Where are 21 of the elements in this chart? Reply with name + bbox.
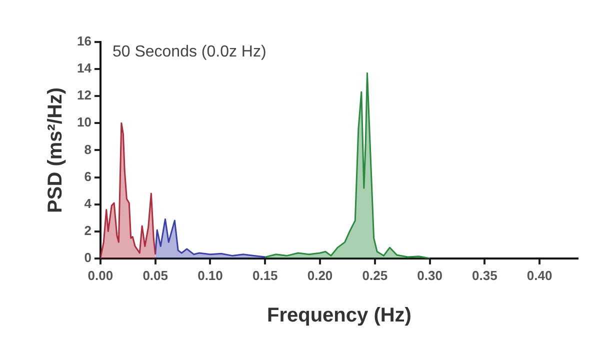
y-tick-label: 6 [84,168,92,184]
y-tick-label: 2 [84,222,92,238]
x-tick-label: 0.05 [142,268,168,283]
y-tick-label: 10 [76,114,92,130]
x-tick-label: 0.15 [252,268,278,283]
x-tick-label: 0.20 [307,268,333,283]
x-tick-label: 0.40 [526,268,552,283]
x-tick-label: 0.25 [362,268,388,283]
y-axis-title: PSD (ms²/Hz) [44,87,67,213]
y-tick-label: 16 [76,34,92,49]
y-tick-label: 8 [84,142,92,157]
x-axis-title: Frequency (Hz) [266,304,412,327]
y-tick-label: 4 [84,196,92,211]
y-tick-label: 14 [76,60,92,76]
y-tick-label: 12 [76,88,92,103]
x-tick-label: 0.30 [417,268,442,283]
chart-title: 50 Seconds (0.0z Hz) [112,43,266,60]
x-tick-label: 0.10 [198,268,223,283]
x-tick-label: 0.35 [472,268,498,283]
y-tick-label: 0 [84,250,92,265]
x-tick-label: 0.00 [88,268,114,283]
